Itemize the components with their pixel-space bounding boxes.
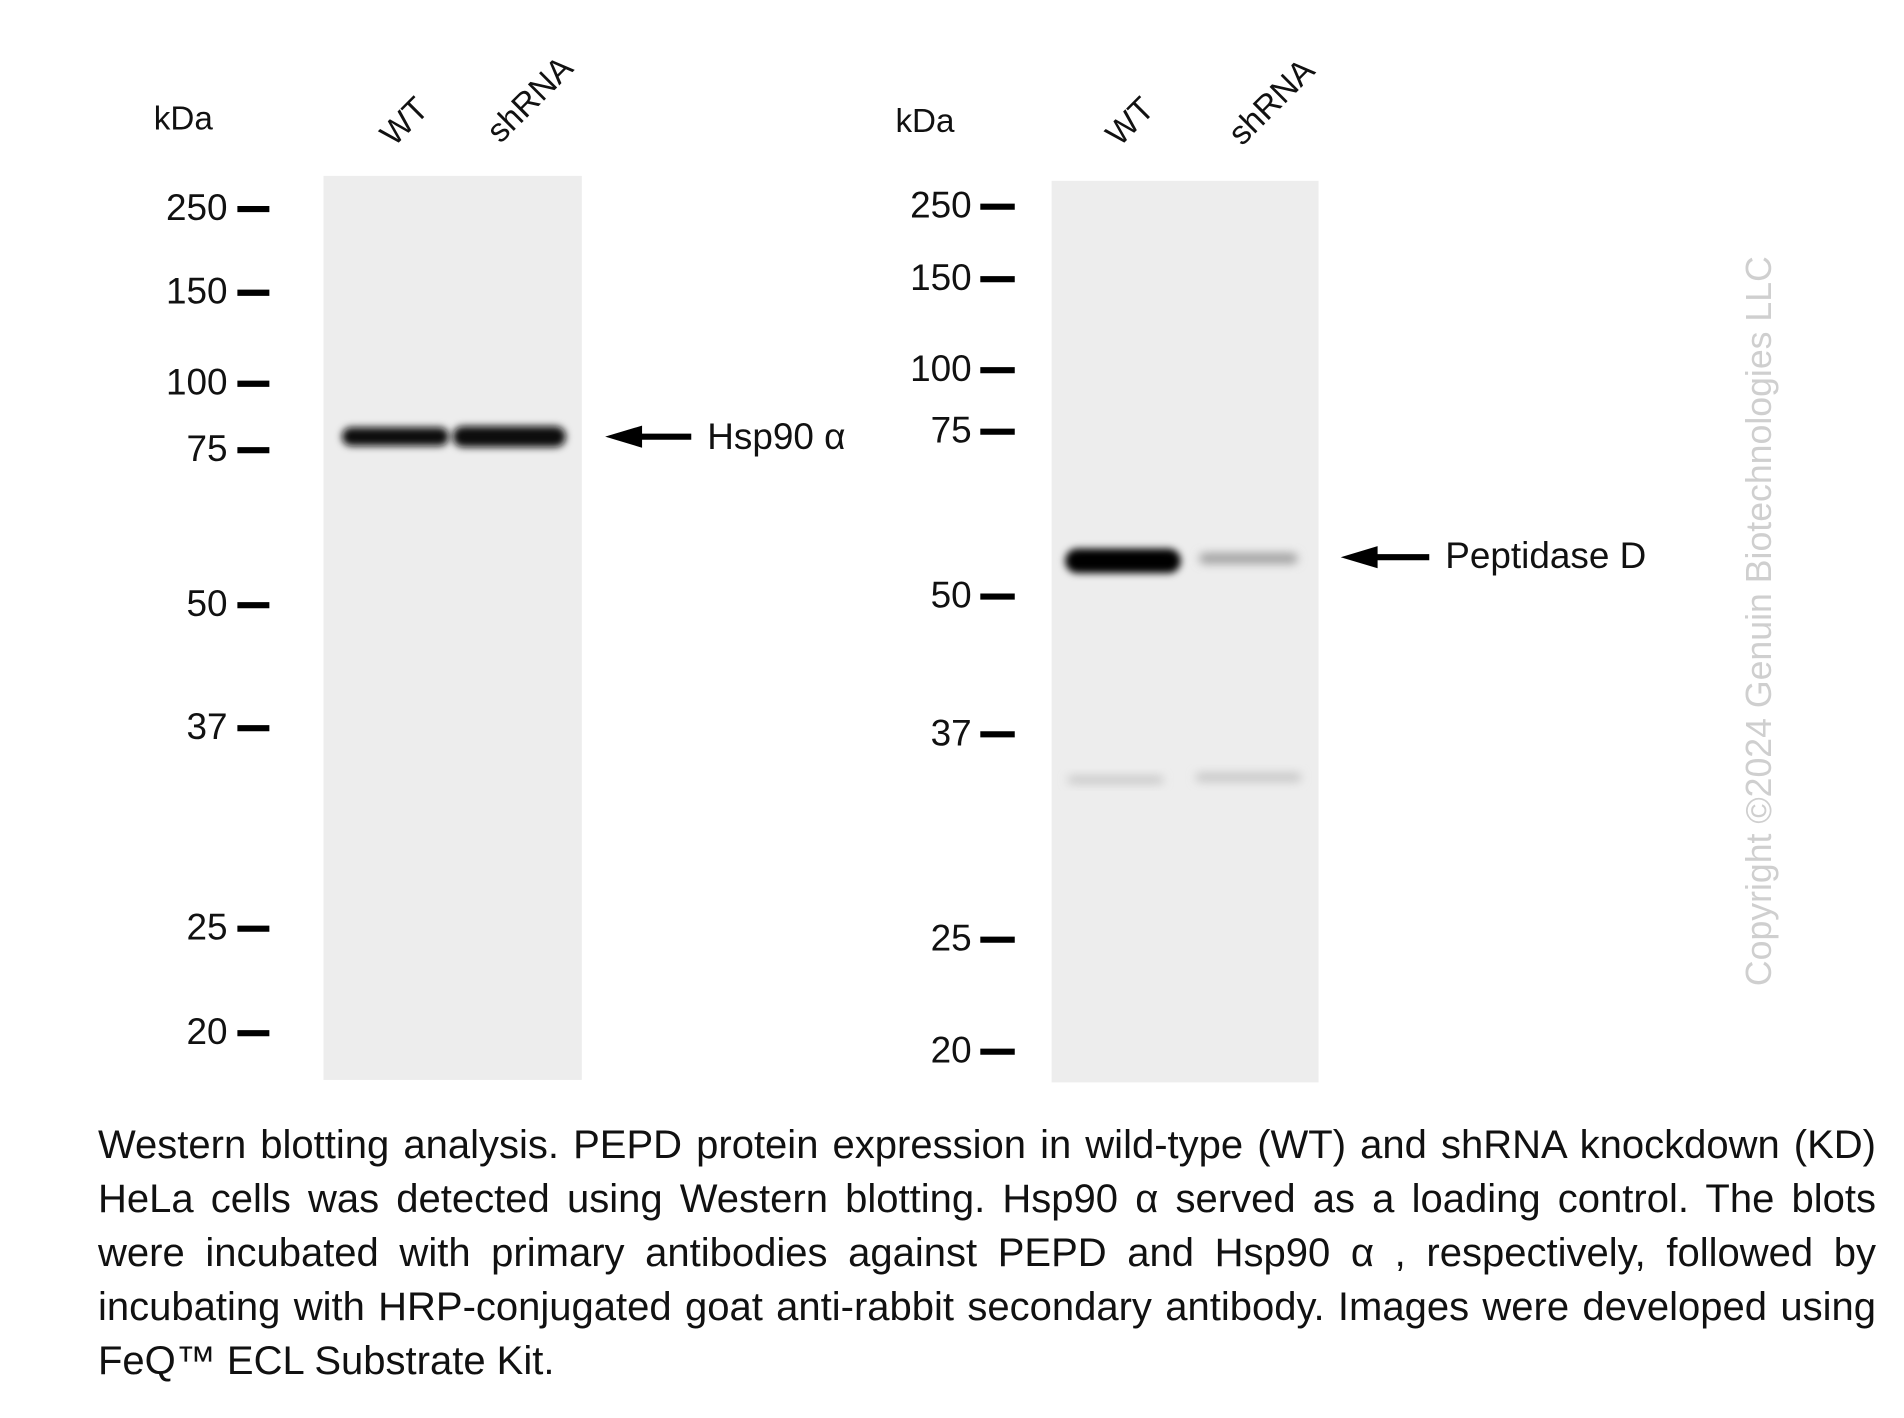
marker-label: 20 bbox=[187, 1011, 228, 1052]
marker-label: 37 bbox=[931, 712, 972, 753]
band bbox=[1065, 548, 1181, 574]
marker-label: 75 bbox=[187, 428, 228, 469]
lane-label: shRNA bbox=[1222, 51, 1323, 152]
marker-label: 150 bbox=[166, 271, 228, 312]
blot-figure: kDa WT shRNA 250 150 100 75 50 37 25 20 Hsp90 α kDa W… bbox=[154, 49, 1779, 1083]
band bbox=[452, 426, 566, 448]
marker-label: 25 bbox=[931, 918, 972, 959]
lane-label: shRNA bbox=[480, 49, 581, 150]
blot-membrane bbox=[323, 175, 582, 1080]
marker-label: 100 bbox=[910, 348, 972, 389]
lane-label: WT bbox=[1099, 90, 1162, 153]
marker-label: 100 bbox=[166, 362, 228, 403]
blot-membrane bbox=[1051, 180, 1319, 1083]
marker-label: 250 bbox=[910, 185, 972, 226]
lane-label: WT bbox=[373, 90, 436, 153]
band bbox=[1199, 553, 1298, 564]
marker-label: 25 bbox=[187, 907, 228, 948]
caption: Western blotting analysis. PEPD protein … bbox=[98, 1123, 1876, 1383]
unit-label: kDa bbox=[154, 100, 214, 137]
watermark: Copyright ©2024 Genuin Biotechnologies L… bbox=[1739, 256, 1779, 986]
marker-label: 50 bbox=[931, 575, 972, 616]
marker-label: 75 bbox=[931, 410, 972, 451]
unit-label: kDa bbox=[895, 103, 955, 140]
band-label: Peptidase D bbox=[1445, 535, 1646, 576]
faint-band bbox=[1067, 776, 1164, 784]
marker-label: 150 bbox=[910, 257, 972, 298]
faint-band bbox=[1195, 773, 1302, 782]
marker-label: 37 bbox=[187, 706, 228, 747]
band bbox=[341, 427, 449, 446]
band-label: Hsp90 α bbox=[707, 416, 845, 457]
marker-label: 50 bbox=[187, 583, 228, 624]
marker-label: 20 bbox=[931, 1030, 972, 1071]
marker-label: 250 bbox=[166, 187, 228, 228]
arrow-head bbox=[1340, 546, 1378, 569]
arrow-head bbox=[605, 425, 643, 448]
